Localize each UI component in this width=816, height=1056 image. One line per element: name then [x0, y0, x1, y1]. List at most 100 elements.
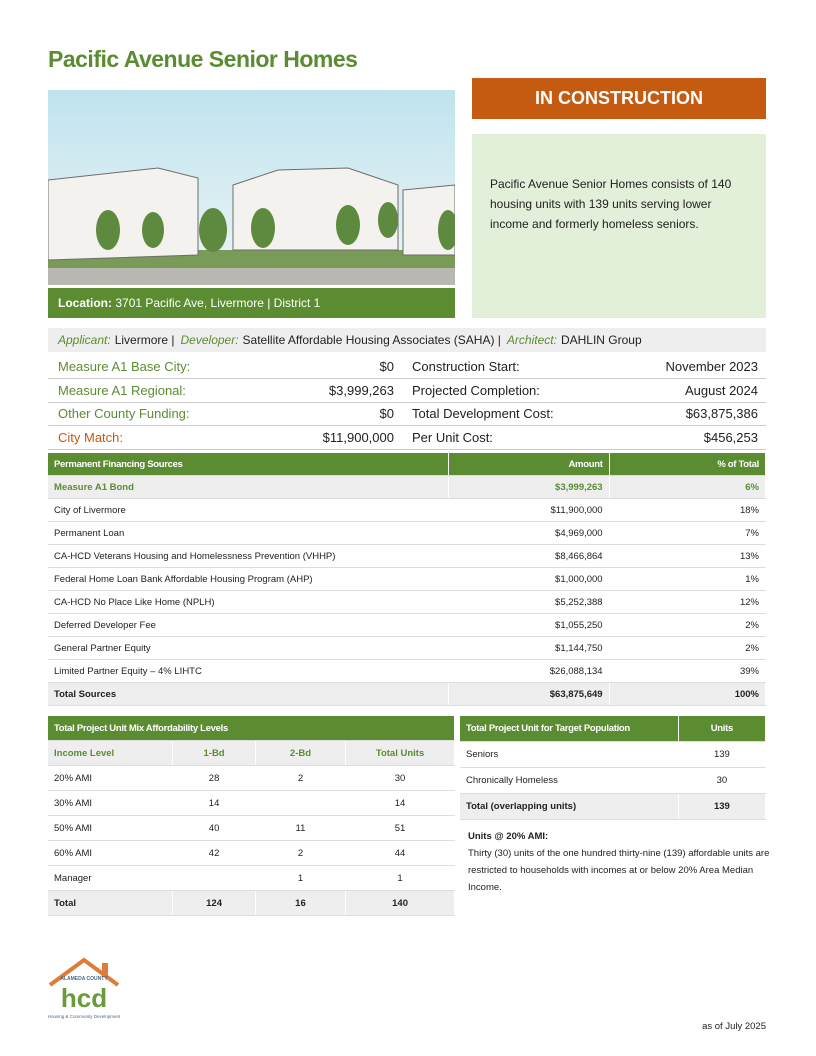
table-cell: 12% — [609, 590, 767, 614]
table-row: Permanent Loan $4,969,000 7% — [48, 521, 767, 545]
milestone-label: Construction Start: — [412, 359, 520, 374]
table-row: Measure A1 Bond $3,999,263 6% — [48, 475, 767, 499]
table-cell: 2 — [255, 765, 347, 791]
funding-row: Measure A1 Base City: $0 Construction Star… — [48, 355, 766, 379]
table-row: 50% AMI 40 11 51 — [48, 815, 455, 841]
table-cell: 14 — [172, 790, 256, 816]
table-cell: 14 — [345, 790, 455, 816]
table-cell: 13% — [609, 544, 767, 568]
logo: ALAMEDA COUNTY hcd Housing & Community D… — [48, 957, 121, 1019]
funding-row: Measure A1 Regional: $3,999,263 Projected … — [48, 379, 766, 403]
table-row: Deferred Developer Fee $1,055,250 2% — [48, 613, 767, 637]
table-cell: 40 — [172, 815, 256, 841]
table-row: Limited Partner Equity – 4% LIHTC $26,088… — [48, 659, 767, 683]
table-cell: Measure A1 Bond — [48, 475, 450, 499]
table-cell: Total Units — [345, 740, 455, 766]
table-cell: $1,000,000 — [448, 567, 610, 591]
table-row: City of Livermore $11,900,000 18% — [48, 498, 767, 522]
table-cell: 11 — [255, 815, 347, 841]
table-cell: 139 — [678, 793, 767, 820]
table-cell: $3,999,263 — [448, 475, 610, 499]
credit-label: Developer: — [180, 333, 239, 347]
table-row: Total Project Unit Mix Affordability Lev… — [48, 716, 455, 741]
table-cell: Federal Home Loan Bank Affordable Housin… — [48, 567, 450, 591]
funding-label: City Match: — [58, 429, 124, 445]
description: Pacific Avenue Senior Homes consists of … — [472, 134, 766, 318]
credit-value: Satellite Affordable Housing Associates … — [242, 333, 501, 347]
table-cell: 18% — [609, 498, 767, 522]
table-cell: Permanent Loan — [48, 521, 450, 545]
financing-table: Permanent Financing Sources Amount% of To… — [48, 453, 767, 706]
funding-row: Other County Funding: $0 Total Development… — [48, 402, 766, 426]
table-cell: 100% — [609, 682, 767, 706]
table-cell: 1 — [255, 865, 347, 891]
table-row: CA-HCD Veterans Housing and Homelessness… — [48, 544, 767, 568]
table-cell: 60% AMI — [48, 840, 174, 866]
table-row: Manager 1 1 — [48, 865, 455, 891]
table-cell: 6% — [609, 475, 767, 499]
table-cell: 2-Bd — [255, 740, 347, 766]
table-cell: Total — [48, 890, 174, 916]
table-row: 30% AMI 14 14 — [48, 790, 455, 816]
table-cell: Permanent Financing Sources — [48, 453, 450, 476]
credit-value: Livermore | — [114, 333, 175, 347]
table-row: Permanent Financing Sources Amount% of To… — [48, 453, 767, 476]
table-cell: 30% AMI — [48, 790, 174, 816]
table-cell: $1,055,250 — [448, 613, 610, 637]
credit-label: Applicant: — [58, 333, 111, 347]
table-cell: Units — [678, 716, 767, 742]
table-cell: Total Sources — [48, 682, 450, 706]
table-cell: 2 — [255, 840, 347, 866]
table-cell: 1-Bd — [172, 740, 256, 766]
table-cell: % of Total — [609, 453, 767, 476]
table-cell: Limited Partner Equity – 4% LIHTC — [48, 659, 450, 683]
table-cell: $4,969,000 — [448, 521, 610, 545]
table-cell: 2% — [609, 613, 767, 637]
table-cell: 51 — [345, 815, 455, 841]
note: Units @ 20% AMI: Thirty (30) units of the… — [468, 828, 773, 896]
table-cell: 1% — [609, 567, 767, 591]
milestone-value: August 2024 — [684, 382, 758, 398]
milestone-label: Per Unit Cost: — [412, 429, 493, 445]
table-row: Chronically Homeless 30 — [460, 767, 767, 794]
table-row: 60% AMI 42 2 44 — [48, 840, 455, 866]
table-row: CA-HCD No Place Like Home (NPLH) $5,252,3… — [48, 590, 767, 614]
funding-value: $0 — [379, 406, 394, 421]
table-cell: 124 — [172, 890, 256, 916]
milestone-value: $456,253 — [703, 429, 758, 445]
milestone-label: Projected Completion: — [412, 382, 540, 398]
title: Pacific Avenue Senior Homes — [48, 46, 358, 72]
table-cell: Deferred Developer Fee — [48, 613, 450, 637]
table-cell: 39% — [609, 659, 767, 683]
table-cell: 16 — [255, 890, 347, 916]
note-text: Thirty (30) units of the one hundred thi… — [468, 848, 770, 893]
table-cell: Seniors — [460, 741, 679, 768]
table-row: Total Sources $63,875,649 100% — [48, 682, 767, 706]
logo-abbr: hcd — [61, 983, 107, 1013]
table-cell: 30 — [678, 767, 767, 794]
table-cell: Chronically Homeless — [460, 767, 679, 794]
unit-mix-table: Total Project Unit Mix Affordability Lev… — [48, 716, 455, 916]
location-value: 3701 Pacific Ave, Livermore | District 1 — [115, 296, 321, 310]
table-row: Seniors 139 — [460, 741, 767, 768]
table-cell: General Partner Equity — [48, 636, 450, 660]
funding-value: $0 — [379, 359, 394, 374]
funding-label: Measure A1 Base City: — [58, 359, 191, 374]
table-cell: 30 — [345, 765, 455, 791]
target-table: Total Project Unit for Target Population… — [460, 716, 767, 820]
table-cell: $1,144,750 — [448, 636, 610, 660]
table-cell — [255, 790, 347, 816]
table-cell: $11,900,000 — [448, 498, 610, 522]
table-cell — [172, 865, 256, 891]
table-cell: 7% — [609, 521, 767, 545]
location-label: Location: — [58, 296, 112, 310]
credits: Applicant: Livermore | Developer: Satellite… — [48, 328, 766, 352]
note-title: Units @ 20% AMI: — [468, 831, 549, 842]
table-row: Total Project Unit for Target Population… — [460, 716, 767, 742]
table-cell: 1 — [345, 865, 455, 891]
status: IN CONSTRUCTION — [472, 78, 766, 119]
table-cell: City of Livermore — [48, 498, 450, 522]
table-cell: Manager — [48, 865, 174, 891]
table-row: Total 124 16 140 — [48, 890, 455, 916]
logo-name: Housing & Community Development — [48, 1014, 121, 1019]
